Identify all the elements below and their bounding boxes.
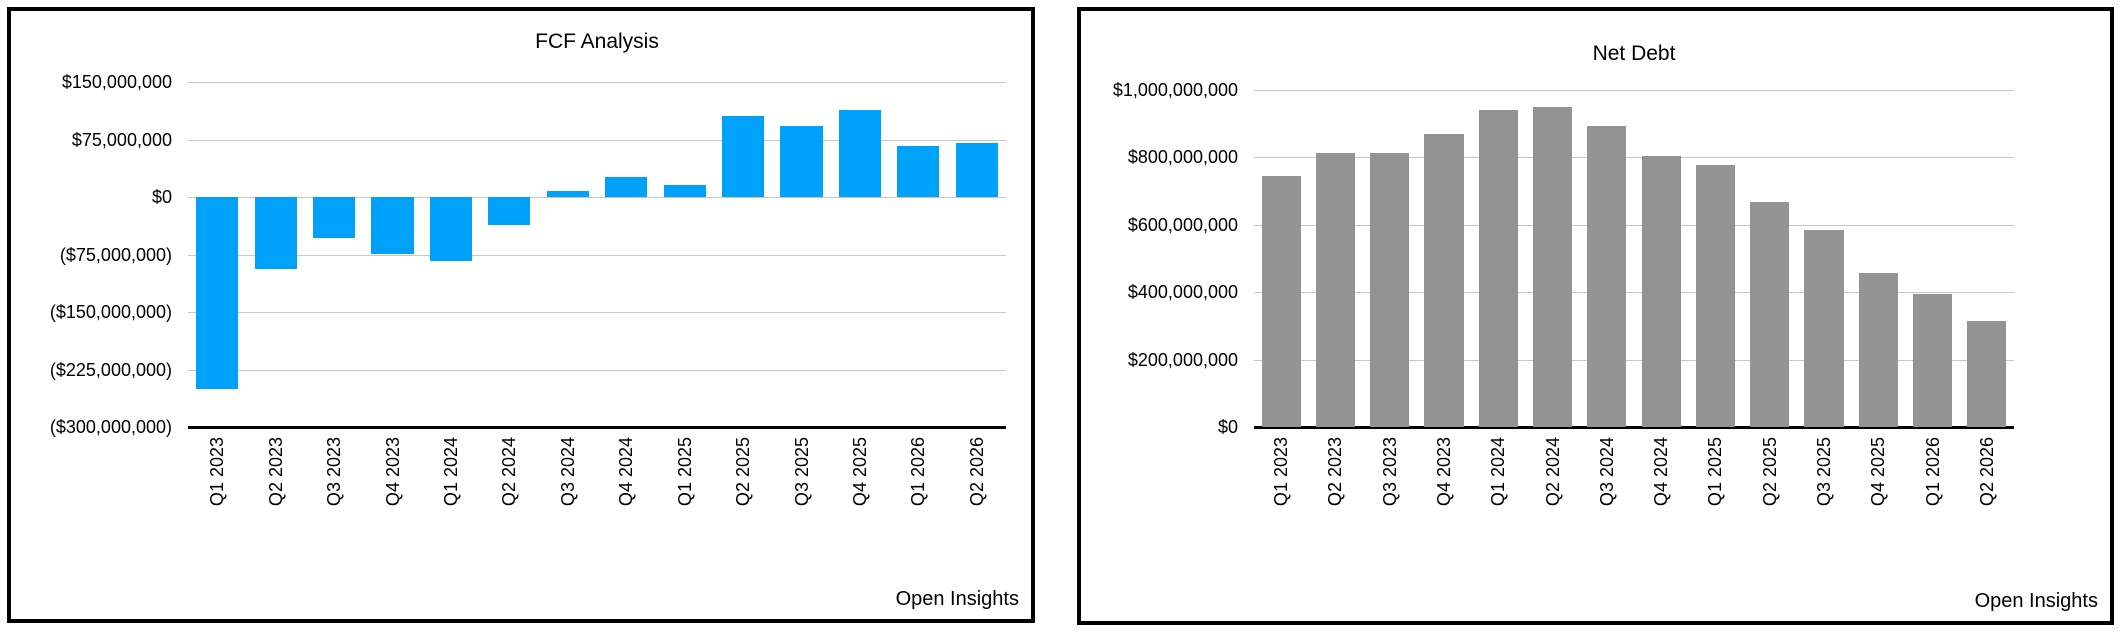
bar-q2-2025 xyxy=(1750,201,1790,427)
x-axis-tick-label: Q2 2026 xyxy=(1976,437,1997,507)
bar-q4-2023 xyxy=(371,197,414,254)
x-axis-tick-label: Q1 2025 xyxy=(1705,437,1726,507)
bar-q2-2023 xyxy=(254,197,297,270)
bar-q4-2024 xyxy=(605,177,648,197)
y-axis-tick-label: ($150,000,000) xyxy=(49,302,172,322)
x-axis-tick-label: Q3 2025 xyxy=(1814,437,1834,507)
x-axis-line xyxy=(1254,426,2014,429)
gridline xyxy=(188,254,1006,256)
y-axis-tick-label: $1,000,000,000 xyxy=(1112,80,1238,100)
x-axis-tick-label: Q2 2024 xyxy=(1542,437,1563,507)
bar-q1-2023 xyxy=(1261,175,1301,427)
gridline xyxy=(188,197,1006,198)
x-axis-tick-label: Q2 2025 xyxy=(1759,437,1780,507)
bar-q3-2025 xyxy=(1804,229,1844,427)
bar-q2-2023 xyxy=(1315,153,1355,427)
footer-watermark: Open Insights xyxy=(895,588,1019,610)
y-axis-tick-label: $0 xyxy=(1217,417,1238,437)
x-axis-tick-label: Q4 2024 xyxy=(1651,437,1672,507)
chart-title: FCF Analysis xyxy=(535,30,659,53)
gridline xyxy=(1254,157,2014,159)
bar-q2-2024 xyxy=(488,197,531,225)
x-axis-tick-label: Q1 2025 xyxy=(674,437,695,507)
y-axis-tick-label: $600,000,000 xyxy=(1127,214,1238,235)
bar-q3-2024 xyxy=(1587,125,1627,427)
bar-q3-2023 xyxy=(313,197,356,239)
x-axis-tick-label: Q2 2023 xyxy=(1325,437,1346,507)
bar-q4-2024 xyxy=(1641,156,1681,427)
y-axis-tick-label: $400,000,000 xyxy=(1127,282,1238,303)
bar-q1-2026 xyxy=(1913,293,1953,427)
x-axis-tick-label: Q4 2023 xyxy=(382,437,403,507)
x-axis-tick-label: Q1 2026 xyxy=(908,437,929,507)
bar-q1-2025 xyxy=(663,184,706,197)
chart-title: Net Debt xyxy=(1592,42,1676,65)
fcf-analysis-chart-panel: FCF Analysis $150,000,000 $75,000,000 $0 ($7… xyxy=(7,7,1035,623)
y-axis-tick-label: ($225,000,000) xyxy=(49,359,172,380)
bar-q2-2025 xyxy=(722,115,765,197)
bar-q1-2024 xyxy=(1478,110,1518,427)
x-axis-tick-label: Q1 2023 xyxy=(1271,437,1292,507)
bar-q1-2026 xyxy=(897,145,940,197)
y-axis-tick-label: ($75,000,000) xyxy=(59,244,172,265)
gridline xyxy=(188,82,1006,83)
x-axis-tick-label: Q4 2023 xyxy=(1434,437,1454,507)
bar-q1-2024 xyxy=(429,197,472,262)
x-axis-tick-label: Q4 2024 xyxy=(616,437,637,507)
gridline xyxy=(1254,292,2014,294)
bar-q3-2023 xyxy=(1370,153,1410,427)
y-axis-tick-label: $200,000,000 xyxy=(1127,349,1238,370)
bar-q2-2024 xyxy=(1533,106,1573,427)
x-axis-tick-label: Q1 2024 xyxy=(1488,437,1509,507)
y-axis-tick-label: $75,000,000 xyxy=(71,129,172,150)
x-axis-line xyxy=(188,426,1006,429)
gridline xyxy=(1254,359,2014,361)
y-axis-tick-label: $0 xyxy=(151,187,172,207)
gridline xyxy=(1254,224,2014,226)
x-axis-tick-label: Q1 2023 xyxy=(207,437,228,507)
gridline xyxy=(188,369,1006,371)
footer-watermark: Open Insights xyxy=(1974,590,2098,612)
gridline xyxy=(188,312,1006,313)
x-axis-tick-label: Q1 2024 xyxy=(440,437,461,507)
x-axis-tick-label: Q4 2025 xyxy=(1868,437,1889,507)
bar-q1-2023 xyxy=(196,197,239,389)
bar-q4-2025 xyxy=(838,110,881,197)
bar-q2-2026 xyxy=(1967,320,2007,427)
x-axis-tick-label: Q3 2023 xyxy=(1379,437,1400,507)
y-axis-tick-label: ($300,000,000) xyxy=(49,417,172,437)
bar-q3-2025 xyxy=(780,125,823,197)
x-axis-tick-label: Q1 2026 xyxy=(1922,437,1943,507)
bar-q3-2024 xyxy=(546,190,589,197)
x-axis-tick-label: Q3 2024 xyxy=(1596,437,1617,507)
x-axis-tick-label: Q2 2025 xyxy=(733,437,754,507)
x-axis-tick-label: Q2 2024 xyxy=(499,437,520,507)
gridline xyxy=(188,139,1006,141)
y-axis-tick-label: $150,000,000 xyxy=(61,72,172,92)
x-axis-tick-label: Q4 2025 xyxy=(849,437,870,507)
x-axis-tick-label: Q3 2024 xyxy=(557,437,578,507)
x-axis-tick-label: Q3 2023 xyxy=(324,437,345,507)
bar-q4-2025 xyxy=(1858,272,1898,427)
x-axis-tick-label: Q3 2025 xyxy=(791,437,812,507)
x-axis-tick-label: Q2 2023 xyxy=(265,437,286,507)
net-debt-chart-panel: Net Debt $1,000,000,000 $800,000,000 $600,0… xyxy=(1077,7,2114,625)
bar-q2-2026 xyxy=(955,142,998,197)
bar-q1-2025 xyxy=(1695,165,1735,427)
gridline xyxy=(1254,90,2014,91)
y-axis-tick-label: $800,000,000 xyxy=(1127,147,1238,168)
x-axis-tick-label: Q2 2026 xyxy=(966,437,987,507)
bar-q4-2023 xyxy=(1424,133,1464,427)
